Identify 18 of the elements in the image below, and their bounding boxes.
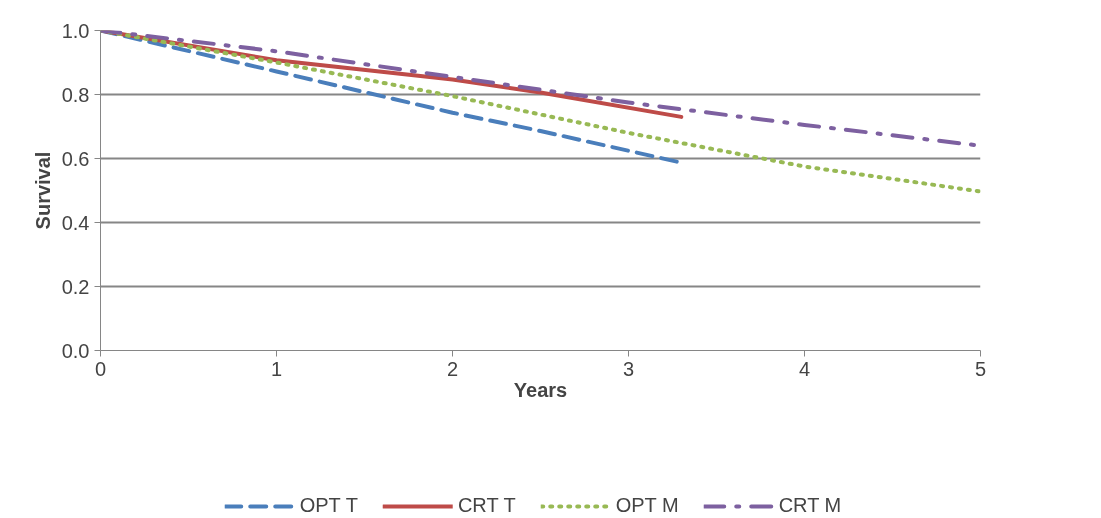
x-tick-label: 4: [798, 357, 811, 380]
x-tick-label: 2: [446, 357, 459, 380]
legend-label: OPT T: [299, 494, 358, 517]
legend-label: OPT M: [615, 494, 679, 517]
y-tick-label: 0.8: [61, 83, 90, 106]
x-tick-label: 3: [622, 357, 635, 380]
legend-label: CRT M: [778, 494, 842, 517]
y-tick-label: 0.6: [61, 147, 90, 170]
x-axis-title: Years: [513, 378, 568, 401]
y-tick-label: 0.2: [61, 275, 90, 298]
y-tick-label: 0.0: [61, 339, 90, 362]
y-tick-label: 1.0: [61, 19, 90, 42]
y-tick-label: 0.4: [61, 211, 90, 234]
x-tick-label: 1: [270, 357, 283, 380]
x-tick-label: 0: [94, 357, 107, 380]
y-axis-title: Survival: [31, 151, 54, 230]
x-tick-label: 5: [974, 357, 987, 380]
legend-label: CRT T: [457, 494, 516, 517]
